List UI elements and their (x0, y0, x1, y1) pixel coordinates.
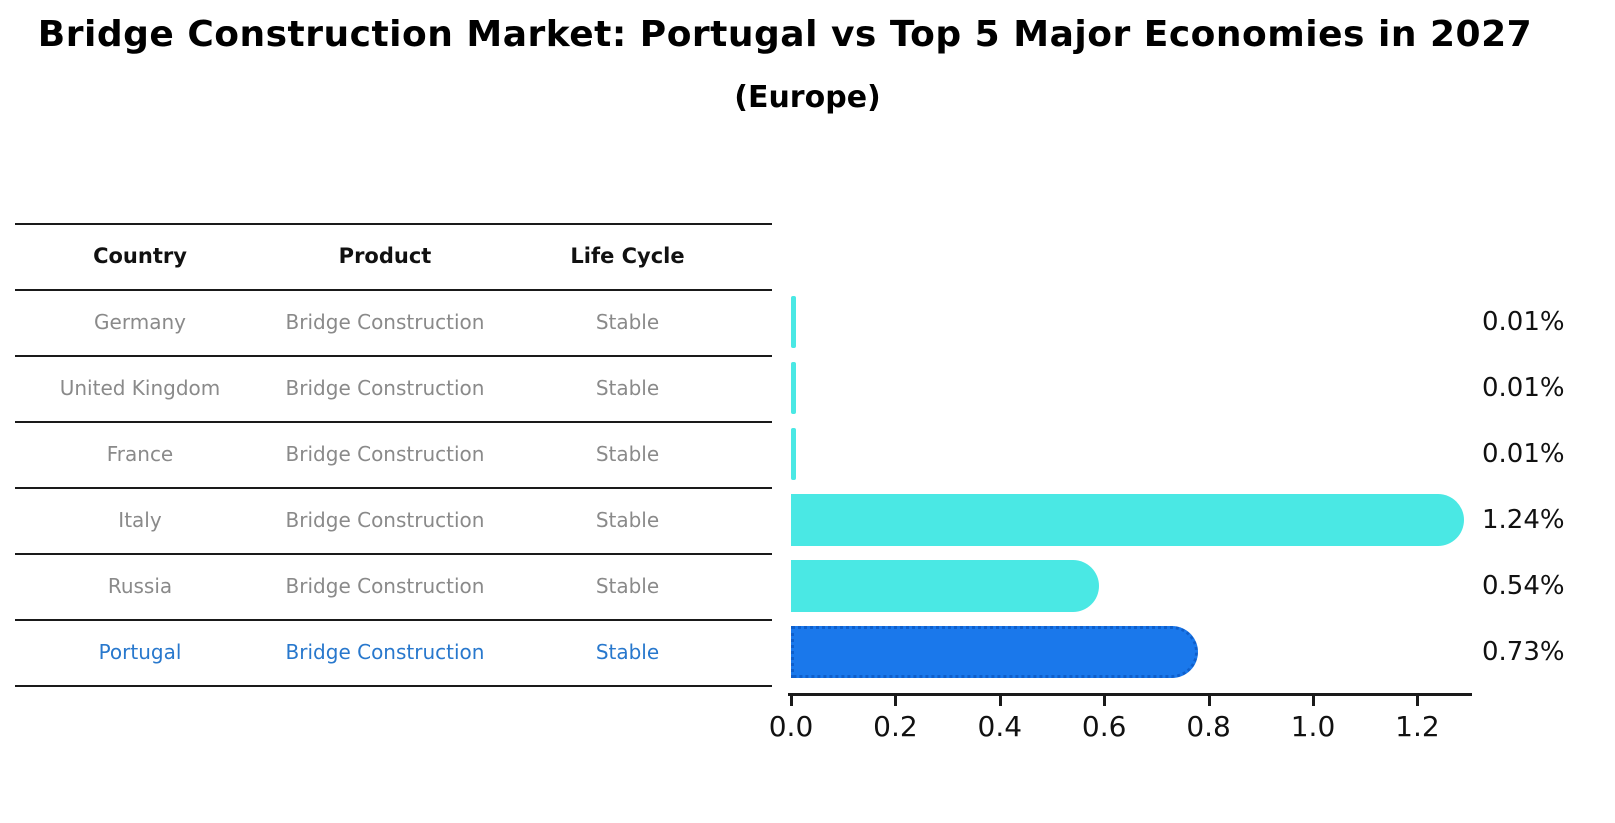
table-row-rule (15, 487, 772, 489)
table-cell-product: Bridge Construction (285, 376, 485, 400)
x-tick-mark (998, 696, 1002, 706)
table-top-rule (15, 223, 772, 225)
x-tick-label: 0.0 (768, 710, 814, 743)
x-tick-mark (894, 696, 898, 706)
table-row-rule (15, 619, 772, 621)
x-tick-mark (1312, 696, 1315, 706)
table-row: United Kingdom Bridge Construction Stabl… (15, 355, 772, 421)
table-cell-country: United Kingdom (59, 376, 221, 400)
table-header-rule (15, 289, 772, 291)
table-cell-product: Bridge Construction (285, 574, 485, 598)
chart-title: Bridge Construction Market: Portugal vs … (37, 14, 1533, 55)
table-row-rule (15, 553, 772, 555)
table-cell-life-cycle: Stable (595, 640, 660, 664)
table-cell-country: Portugal (98, 640, 182, 664)
x-tick-label: 0.2 (873, 710, 918, 743)
bar-russia (791, 560, 1099, 612)
bar-value-label: 0.73% (1482, 637, 1565, 667)
column-header-life-cycle: Life Cycle (570, 244, 685, 268)
table-cell-product: Bridge Construction (285, 640, 485, 664)
bar-germany (791, 296, 797, 348)
column-header-country: Country (93, 244, 187, 268)
table-cell-life-cycle: Stable (595, 310, 660, 334)
table-cell-country: Germany (94, 310, 186, 334)
table-row-rule (15, 685, 772, 687)
bar-portugal (791, 626, 1199, 678)
bar-value-label: 0.54% (1482, 571, 1565, 601)
table-cell-life-cycle: Stable (595, 442, 660, 466)
chart-subtitle: (Europe) (734, 80, 881, 115)
table-header-row: Country Product Life Cycle (15, 223, 772, 289)
table-cell-life-cycle: Stable (595, 508, 660, 532)
x-tick-mark (1416, 696, 1420, 706)
table-cell-country: Italy (118, 508, 162, 532)
x-tick-label: 0.4 (977, 710, 1023, 743)
column-header-product: Product (338, 244, 432, 268)
bar-italy (791, 494, 1465, 546)
bar-value-label: 0.01% (1482, 373, 1565, 403)
table-cell-country: France (106, 442, 174, 466)
bar-united-kingdom (791, 362, 797, 414)
bar-france (791, 428, 797, 480)
x-tick-label: 1.0 (1290, 710, 1336, 743)
x-tick-label: 0.6 (1081, 710, 1127, 743)
table-row-rule (15, 421, 772, 423)
table-row: Russia Bridge Construction Stable (15, 553, 772, 619)
table-row-rule (15, 355, 772, 357)
bar-value-label: 0.01% (1482, 439, 1565, 469)
table-row: France Bridge Construction Stable (15, 421, 772, 487)
table-cell-life-cycle: Stable (595, 574, 660, 598)
x-tick-mark (790, 696, 793, 706)
x-tick-mark (1103, 696, 1107, 706)
bar-value-label: 1.24% (1482, 505, 1565, 535)
bar-value-label: 0.01% (1482, 307, 1565, 337)
table-cell-product: Bridge Construction (285, 310, 485, 334)
table-row: Germany Bridge Construction Stable (15, 289, 772, 355)
table-cell-life-cycle: Stable (595, 376, 660, 400)
x-tick-label: 1.2 (1395, 710, 1440, 743)
x-axis-line (788, 693, 1472, 696)
table-row: Italy Bridge Construction Stable (15, 487, 772, 553)
x-tick-mark (1207, 696, 1211, 706)
x-tick-label: 0.8 (1186, 710, 1231, 743)
table-cell-product: Bridge Construction (285, 442, 485, 466)
table-cell-product: Bridge Construction (285, 508, 485, 532)
table-cell-country: Russia (107, 574, 173, 598)
table-row: Portugal Bridge Construction Stable (15, 619, 772, 685)
